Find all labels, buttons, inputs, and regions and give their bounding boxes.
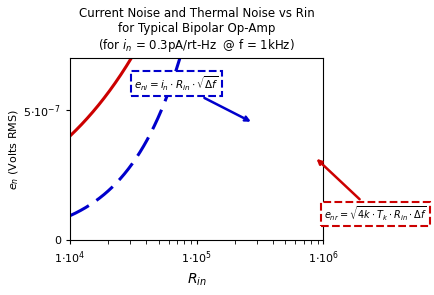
Text: $e_{nr} = \sqrt{4k \cdot T_k \cdot R_{in} \cdot \Delta f}$: $e_{nr} = \sqrt{4k \cdot T_k \cdot R_{in…: [319, 161, 427, 223]
Title: Current Noise and Thermal Noise vs Rin
for Typical Bipolar Op-Amp
(for $i_n$ = 0: Current Noise and Thermal Noise vs Rin f…: [79, 7, 315, 54]
X-axis label: $R_{in}$: $R_{in}$: [187, 272, 207, 288]
Text: $e_{ni} = i_n \cdot R_{in} \cdot \sqrt{\Delta f}$: $e_{ni} = i_n \cdot R_{in} \cdot \sqrt{\…: [134, 74, 248, 120]
Y-axis label: $e_n$ (Volts RMS): $e_n$ (Volts RMS): [7, 109, 20, 190]
